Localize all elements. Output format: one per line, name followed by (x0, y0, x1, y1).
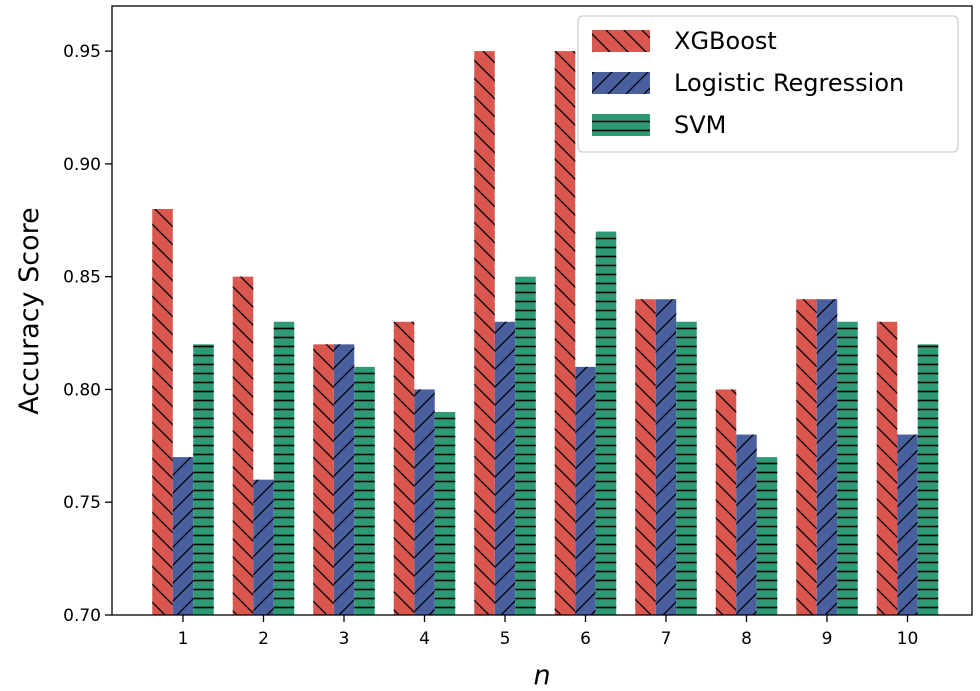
bars-layer (152, 51, 939, 616)
legend-label: SVM (674, 111, 726, 139)
bar-hatch (676, 321, 697, 615)
x-tick-label: 10 (897, 629, 919, 649)
bar-logistic-regression-2 (253, 479, 274, 615)
x-tick-label: 2 (258, 629, 269, 649)
x-tick-label: 9 (822, 629, 833, 649)
legend-swatch-hatch (592, 30, 650, 52)
bar-logistic-regression-3 (333, 344, 355, 615)
x-tick-label: 4 (419, 629, 430, 649)
bar-xgboost-8 (715, 389, 737, 615)
x-tick-label: 6 (580, 629, 591, 649)
bar-svm-5 (515, 276, 536, 615)
bar-logistic-regression-5 (494, 321, 516, 615)
bar-hatch (313, 344, 334, 615)
x-tick-label: 8 (741, 629, 752, 649)
bar-hatch (837, 321, 858, 615)
y-tick-label: 0.85 (63, 268, 101, 288)
bar-logistic-regression-10 (897, 434, 918, 615)
bar-xgboost-2 (232, 276, 254, 615)
legend-label: Logistic Regression (674, 69, 904, 97)
bar-logistic-regression-6 (575, 366, 596, 615)
bar-svm-2 (273, 321, 295, 615)
bar-xgboost-4 (393, 321, 415, 615)
bar-xgboost-9 (796, 299, 817, 615)
bar-hatch (253, 479, 274, 615)
bar-hatch (796, 299, 817, 615)
bar-hatch (172, 457, 194, 615)
bar-hatch (474, 51, 495, 616)
y-tick-label: 0.80 (63, 380, 101, 400)
x-tick-label: 7 (661, 629, 672, 649)
y-tick-label: 0.90 (63, 155, 101, 175)
bar-xgboost-6 (554, 51, 576, 616)
y-axis-title: Accuracy Score (14, 207, 45, 414)
x-tick-label: 5 (500, 629, 511, 649)
x-tick-label: 1 (178, 629, 189, 649)
bar-svm-8 (756, 457, 778, 615)
bar-logistic-regression-8 (736, 434, 757, 615)
legend: XGBoost Logistic Regression SVM (577, 15, 959, 153)
bar-hatch (897, 434, 918, 615)
bar-svm-1 (193, 344, 214, 615)
bar-hatch (595, 231, 617, 616)
bar-logistic-regression-1 (172, 457, 194, 615)
y-tick-label: 0.95 (63, 42, 101, 62)
bar-hatch (635, 299, 656, 615)
bar-logistic-regression-7 (655, 299, 677, 615)
x-axis-title: n (533, 660, 550, 691)
bar-xgboost-3 (313, 344, 334, 615)
y-tick-label: 0.70 (63, 606, 101, 626)
bar-hatch (193, 344, 214, 615)
bar-hatch (232, 276, 254, 615)
legend-swatch-hatch (592, 72, 650, 94)
bar-hatch (736, 434, 757, 615)
legend-frame (577, 15, 959, 153)
bar-hatch (515, 276, 536, 615)
bar-hatch (393, 321, 415, 615)
bar-hatch (876, 321, 898, 615)
bar-svm-6 (595, 231, 617, 616)
bar-xgboost-5 (474, 51, 495, 616)
legend-entry-logistic-regression: Logistic Regression (592, 69, 904, 97)
legend-entry-xgboost: XGBoost (592, 27, 777, 55)
bar-xgboost-10 (876, 321, 898, 615)
bar-logistic-regression-9 (816, 299, 838, 615)
bar-hatch (152, 209, 173, 615)
bar-hatch (917, 344, 939, 615)
bar-hatch (354, 366, 375, 615)
legend-label: XGBoost (674, 27, 777, 55)
bar-hatch (756, 457, 778, 615)
legend-entry-svm: SVM (592, 111, 726, 139)
bar-hatch (715, 389, 737, 615)
bar-hatch (434, 412, 456, 615)
bar-hatch (816, 299, 838, 615)
bar-hatch (494, 321, 516, 615)
bar-hatch (655, 299, 677, 615)
bar-svm-3 (354, 366, 375, 615)
axis-layer: 0.70 0.75 0.80 0.85 0.90 0.95 1 2 3 4 5 6 7 8 9 10 (63, 42, 918, 649)
bar-svm-7 (676, 321, 697, 615)
bar-svm-9 (837, 321, 858, 615)
legend-swatch-hatch (592, 114, 650, 136)
bar-logistic-regression-4 (414, 389, 435, 615)
bar-hatch (333, 344, 355, 615)
y-tick-label: 0.75 (63, 493, 101, 513)
bar-xgboost-1 (152, 209, 173, 615)
bar-hatch (273, 321, 295, 615)
bar-hatch (414, 389, 435, 615)
x-tick-label: 3 (339, 629, 350, 649)
bar-hatch (575, 366, 596, 615)
bar-svm-4 (434, 412, 456, 615)
bar-svm-10 (917, 344, 939, 615)
bar-xgboost-7 (635, 299, 656, 615)
bar-hatch (554, 51, 576, 616)
plot-frame (111, 5, 973, 616)
